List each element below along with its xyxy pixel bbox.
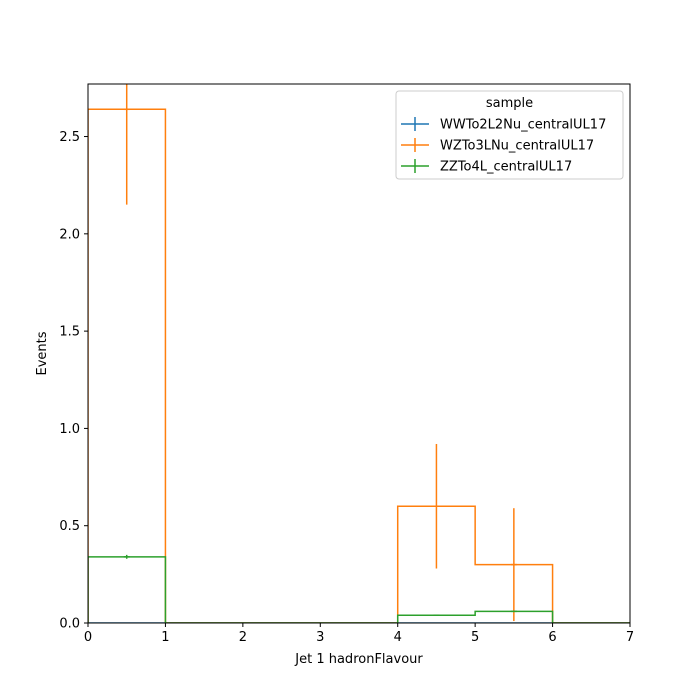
x-axis: 0 1 2 3 4 5 6 7: [84, 623, 634, 645]
series-2-errorbar-1: [123, 84, 130, 205]
series-3-step-line: [88, 556, 630, 623]
legend-item-3: ZZTo4L_centralUL17: [401, 159, 572, 175]
series-2: [88, 84, 630, 623]
legend-label: WWTo2L2Nu_centralUL17: [440, 118, 606, 133]
y-tick-label: 2.5: [59, 130, 80, 145]
legend-title: sample: [486, 96, 533, 111]
y-axis-label: Events: [35, 331, 50, 375]
x-tick-label: 2: [239, 630, 247, 645]
x-axis-label: Jet 1 hadronFlavour: [294, 652, 423, 667]
legend-label: WZTo3LNu_centralUL17: [440, 139, 594, 154]
series-3: [88, 554, 630, 623]
y-tick-label: 2.0: [59, 227, 80, 242]
legend-box: [395, 90, 624, 180]
x-tick-label: 0: [84, 630, 92, 645]
y-tick-label: 1.5: [59, 325, 80, 340]
x-tick-label: 1: [161, 630, 169, 645]
x-tick-label: 3: [316, 630, 324, 645]
y-tick-label: 0.5: [59, 519, 80, 534]
series-2-errorbar-6: [510, 508, 517, 622]
series-3-errorbar-1: [123, 554, 130, 559]
x-tick-label: 5: [471, 630, 479, 645]
legend-items: WWTo2L2Nu_centralUL17 WZTo3LNu_centralUL1…: [401, 117, 606, 175]
y-tick-label: 1.0: [59, 422, 80, 437]
x-tick-label: 6: [548, 630, 556, 645]
series-2-errorbar-5: [433, 443, 440, 569]
legend-item-1: WWTo2L2Nu_centralUL17: [401, 117, 606, 133]
legend-label: ZZTo4L_centralUL17: [440, 160, 572, 175]
series-layer: [88, 84, 630, 623]
legend-item-2: WZTo3LNu_centralUL17: [401, 138, 594, 154]
series-2-step-line: [88, 108, 630, 623]
y-tick-label: 0.0: [59, 617, 80, 632]
axes-frame: [87, 83, 631, 624]
legend: sample WWTo2L2Nu_centralUL17 WZTo3LNu_cen…: [395, 90, 624, 180]
x-tick-label: 7: [626, 630, 634, 645]
x-tick-label: 4: [394, 630, 402, 645]
y-axis: 0.0 0.5 1.0 1.5 2.0 2.5: [59, 130, 88, 632]
